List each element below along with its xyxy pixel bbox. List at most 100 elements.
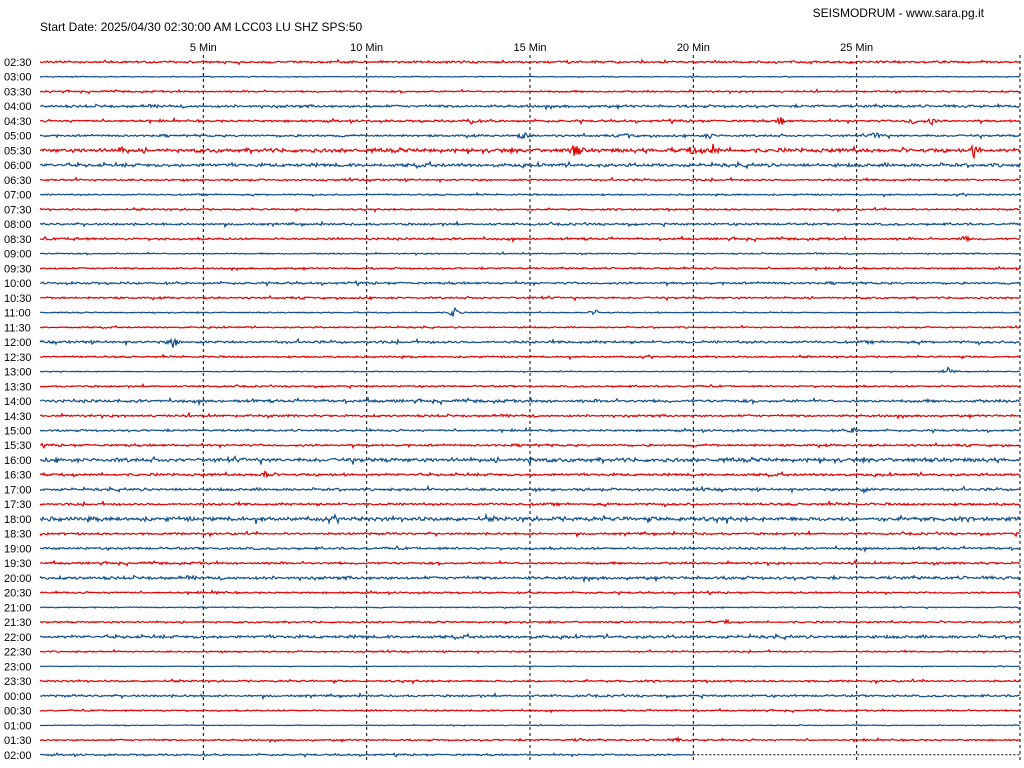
trace-row-1900: [39, 544, 1021, 554]
time-row-label: 08:30: [4, 234, 32, 246]
minute-grid: 5 Min 10 Min 15 Min 20 Min 25 Min: [190, 42, 1021, 763]
time-row-label: 15:30: [4, 440, 32, 452]
trace-row-2100: [39, 605, 1021, 610]
trace-row-1530: [39, 441, 1021, 450]
time-row-label: 06:00: [4, 160, 32, 172]
time-row-label: 00:30: [4, 706, 32, 718]
time-row-label: 10:00: [4, 278, 32, 290]
time-row-label: 13:30: [4, 381, 32, 393]
trace-row-2330: [39, 678, 1021, 685]
minute-tick-label: 25 Min: [840, 42, 873, 54]
trace-row-0330: [39, 88, 1021, 95]
trace-row-0730: [39, 206, 1021, 213]
time-row-label: 20:00: [4, 573, 32, 585]
trace-row-1700: [39, 484, 1021, 495]
trace-row-0400: [39, 102, 1021, 111]
trace-row-0430: [39, 116, 1020, 127]
trace-row-1130: [40, 324, 1021, 330]
time-row-label: 03:00: [4, 72, 32, 84]
time-row-label: 19:30: [4, 558, 32, 570]
time-row-label: 16:00: [4, 455, 32, 467]
time-row-label: 16:30: [4, 470, 32, 482]
trace-row-0200: [39, 751, 694, 758]
trace-row-1730: [39, 499, 1021, 508]
trace-row-1330: [39, 383, 1021, 390]
time-row-label: 11:30: [4, 322, 31, 334]
trace-row-0530: [39, 143, 1021, 160]
minute-tick-label: 15 Min: [513, 42, 546, 54]
trace-row-1630: [39, 470, 1021, 479]
trace-row-0930: [40, 265, 1021, 272]
minute-tick-label: 5 Min: [190, 42, 217, 54]
trace-row-0600: [39, 160, 1021, 170]
trace-row-2130: [39, 618, 1021, 626]
time-row-label: 09:30: [4, 263, 32, 275]
trace-row-0700: [39, 191, 1021, 198]
trace-row-1300: [39, 366, 1021, 374]
trace-row-1800: [39, 512, 1021, 526]
time-row-label: 21:30: [4, 617, 32, 629]
time-row-label: 20:30: [4, 588, 32, 600]
time-row-label: 02:00: [4, 750, 32, 762]
trace-row-1030: [39, 294, 1021, 302]
trace-row-0800: [39, 220, 1021, 229]
trace-row-0900: [39, 250, 1021, 256]
time-row-label: 08:00: [4, 219, 32, 231]
time-row-label: 17:30: [4, 499, 32, 511]
time-row-label: 10:30: [4, 293, 32, 305]
time-row-label: 06:30: [4, 175, 32, 187]
time-row-label: 04:00: [4, 101, 32, 113]
trace-row-2300: [39, 664, 1021, 668]
time-row-label: 07:30: [4, 204, 32, 216]
time-row-label: 14:00: [4, 396, 32, 408]
time-row-label: 14:30: [4, 411, 32, 423]
time-row-label: 12:00: [4, 337, 32, 349]
time-row-label: 18:30: [4, 529, 32, 541]
time-row-label: 11:00: [4, 308, 31, 320]
time-row-label: 03:30: [4, 86, 32, 98]
trace-row-1500: [40, 426, 1021, 434]
trace-row-1830: [39, 529, 1021, 539]
time-row-label: 01:30: [4, 735, 32, 747]
time-row-label: 02:30: [4, 57, 32, 69]
minute-tick-label: 20 Min: [677, 42, 710, 54]
time-row-label: 13:00: [4, 367, 32, 379]
trace-row-0830: [39, 235, 1021, 244]
trace-row-0100: [39, 723, 1021, 727]
trace-row-1100: [39, 306, 1020, 317]
time-row-label: 00:00: [4, 691, 32, 703]
time-row-label: 23:00: [4, 661, 32, 673]
trace-row-1600: [39, 455, 1021, 466]
time-row-label: 05:00: [4, 131, 32, 143]
time-row-label: 12:30: [4, 352, 32, 364]
trace-rows: [39, 58, 1021, 758]
trace-row-0030: [39, 707, 1021, 714]
time-labels: 02:30 03:00 03:30 04:00 04:30 05:00 05:30 06:00…: [4, 57, 32, 762]
trace-row-2030: [39, 589, 1021, 596]
trace-row-0500: [39, 132, 1021, 140]
trace-row-0230: [39, 58, 1021, 66]
trace-row-2230: [39, 648, 1021, 655]
time-row-label: 04:30: [4, 116, 32, 128]
trace-row-1000: [39, 279, 1021, 288]
trace-row-0130: [39, 735, 1021, 744]
time-row-label: 17:00: [4, 484, 32, 496]
time-row-label: 22:30: [4, 647, 32, 659]
trace-row-1930: [39, 559, 1021, 567]
trace-row-2200: [39, 632, 1021, 641]
site-credit: SEISMODRUM - www.sara.pg.it: [812, 6, 984, 20]
time-row-label: 21:00: [4, 602, 32, 614]
time-row-label: 19:00: [4, 543, 32, 555]
trace-row-0000: [39, 691, 1021, 701]
time-row-label: 18:00: [4, 514, 32, 526]
time-row-label: 07:00: [4, 190, 32, 202]
trace-row-1400: [39, 396, 1021, 407]
minute-tick-label: 10 Min: [350, 42, 383, 54]
trace-row-1200: [39, 337, 1021, 348]
trace-row-1230: [39, 353, 1021, 361]
trace-row-0300: [39, 75, 1021, 79]
time-row-label: 22:00: [4, 632, 32, 644]
trace-row-2000: [39, 574, 1021, 584]
trace-row-1430: [39, 411, 1021, 420]
